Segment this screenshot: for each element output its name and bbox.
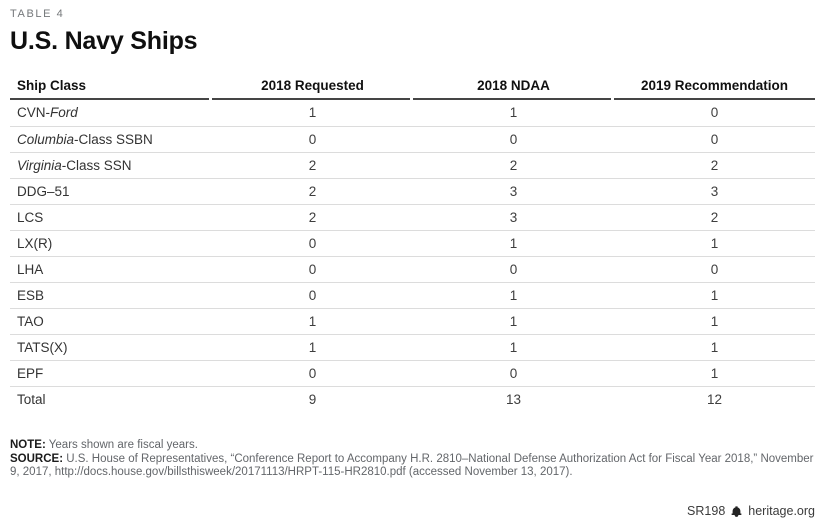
page-title: U.S. Navy Ships <box>10 27 198 55</box>
value-cell: 1 <box>413 100 614 127</box>
value-cell: 1 <box>413 334 614 361</box>
navy-ships-table: Ship Class 2018 Requested 2018 NDAA 2019… <box>10 78 815 412</box>
note-label: NOTE: <box>10 439 46 451</box>
source-text: U.S. House of Representatives, “Conferen… <box>10 452 814 479</box>
table-row: LCS 2 3 2 <box>10 204 815 231</box>
value-cell: 0 <box>413 360 614 387</box>
table-row: LX(R) 0 1 1 <box>10 230 815 257</box>
value-cell: 3 <box>614 178 815 205</box>
ship-class-cell: EPF <box>10 360 212 387</box>
value-cell: 0 <box>413 256 614 283</box>
heritage-bell-icon <box>730 505 743 518</box>
ship-class-cell: Virginia-Class SSN <box>10 152 212 179</box>
value-cell: 9 <box>308 391 317 407</box>
value-cell: 0 <box>413 126 614 153</box>
table-row: Virginia-Class SSN 2 2 2 <box>10 152 815 179</box>
ship-class-cell: DDG–51 <box>10 178 212 205</box>
value-cell: 1 <box>413 282 614 309</box>
ship-class-cell: LX(R) <box>10 230 212 257</box>
notes-block: NOTE: Years shown are fiscal years. SOUR… <box>10 439 815 480</box>
value-cell: 1 <box>212 100 413 127</box>
table-total-row: Total 9 13 12 <box>10 386 815 412</box>
table-row: Columbia-Class SSBN 0 0 0 <box>10 126 815 153</box>
value-cell: 0 <box>212 360 413 387</box>
ship-class-cell: Columbia-Class SSBN <box>10 126 212 153</box>
column-header-2019-recommendation: 2019 Recommendation <box>614 78 815 100</box>
value-cell: 2 <box>413 152 614 179</box>
value-cell: 1 <box>614 230 815 257</box>
value-cell: 0 <box>212 230 413 257</box>
value-cell: 0 <box>212 282 413 309</box>
report-id: SR198 <box>687 504 726 518</box>
table-row: ESB 0 1 1 <box>10 282 815 309</box>
table-row: DDG–51 2 3 3 <box>10 178 815 205</box>
table-row: CVN-Ford 1 1 0 <box>10 100 815 127</box>
value-cell: 0 <box>614 256 815 283</box>
column-header-2018-ndaa: 2018 NDAA <box>413 78 614 100</box>
value-cell: 1 <box>413 308 614 335</box>
value-cell: 1 <box>212 308 413 335</box>
value-cell: 2 <box>614 204 815 231</box>
value-cell: 1 <box>614 282 815 309</box>
table-row: LHA 0 0 0 <box>10 256 815 283</box>
value-cell: 1 <box>614 308 815 335</box>
column-header-2018-requested: 2018 Requested <box>212 78 413 100</box>
note-text: Years shown are fiscal years. <box>48 439 198 451</box>
ship-class-cell: LHA <box>10 256 212 283</box>
table-header-row: Ship Class 2018 Requested 2018 NDAA 2019… <box>10 78 815 100</box>
table-row: EPF 0 0 1 <box>10 360 815 387</box>
value-cell: 0 <box>212 126 413 153</box>
value-cell: 0 <box>212 256 413 283</box>
value-cell: 1 <box>614 360 815 387</box>
value-cell: 0 <box>614 126 815 153</box>
value-cell: 1 <box>212 334 413 361</box>
ship-class-cell: TAO <box>10 308 212 335</box>
ship-class-cell: TATS(X) <box>10 334 212 361</box>
source-label: SOURCE: <box>10 452 64 465</box>
note-line: NOTE: Years shown are fiscal years. <box>10 439 815 453</box>
value-cell: 2 <box>614 152 815 179</box>
value-cell: 3 <box>413 204 614 231</box>
column-header-ship-class: Ship Class <box>10 78 212 100</box>
value-cell: 2 <box>212 152 413 179</box>
value-cell: 12 <box>706 391 723 407</box>
source-line: SOURCE: U.S. House of Representatives, “… <box>10 453 815 480</box>
value-cell: 1 <box>614 334 815 361</box>
table-row: TAO 1 1 1 <box>10 308 815 335</box>
value-cell: 3 <box>413 178 614 205</box>
ship-class-cell: Total <box>17 391 46 407</box>
value-cell: 2 <box>212 178 413 205</box>
heritage-url: heritage.org <box>748 504 815 518</box>
ship-class-cell: ESB <box>10 282 212 309</box>
value-cell: 0 <box>614 100 815 127</box>
value-cell: 2 <box>212 204 413 231</box>
ship-class-cell: CVN-Ford <box>10 100 212 127</box>
value-cell: 13 <box>505 391 522 407</box>
ship-class-cell: LCS <box>10 204 212 231</box>
value-cell: 1 <box>413 230 614 257</box>
table-label: TABLE 4 <box>10 8 65 20</box>
footer: SR198 heritage.org <box>687 504 815 518</box>
table-row: TATS(X) 1 1 1 <box>10 334 815 361</box>
